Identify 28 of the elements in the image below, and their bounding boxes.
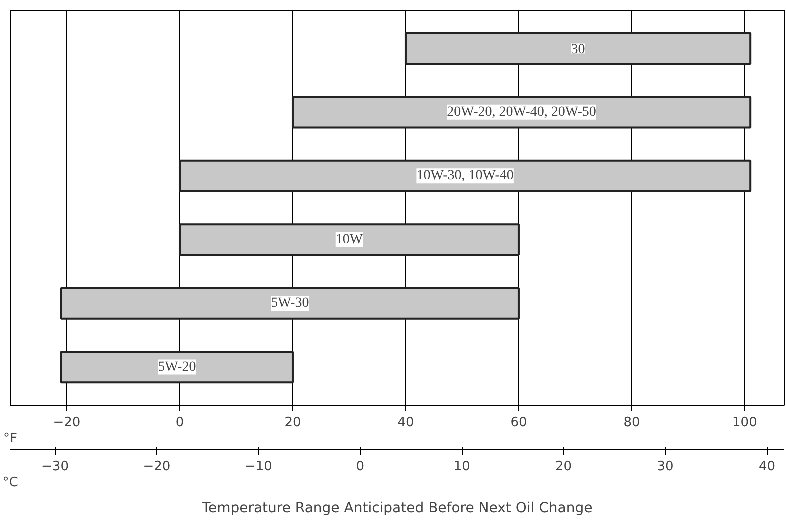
x2-tick-label: 10 — [454, 460, 470, 474]
text: Temperature Range Anticipated Before Next Oil Change — [201, 500, 593, 516]
x-tick-label: 80 — [624, 416, 640, 430]
bar — [60, 350, 294, 384]
x-tick-label: 20 — [284, 416, 302, 430]
x2-tick-label: 40 — [758, 460, 776, 474]
x2-tick-label: −10 — [244, 460, 272, 474]
x2-tick-label: −30 — [42, 460, 69, 474]
y-tick-label: 5W-30 — [271, 296, 310, 312]
y-tick-label: 5W-20 — [158, 360, 196, 375]
y-tick-label: 10W-30, 10W-40 — [416, 168, 514, 184]
x-tick-label: 0 — [176, 416, 184, 430]
bar — [404, 32, 752, 66]
x-tick-label: 40 — [398, 416, 414, 430]
x2-tick-label: 20 — [556, 460, 572, 474]
bar — [60, 287, 520, 320]
y-tick-label: 10W — [336, 232, 364, 248]
x-tick-label: −20 — [53, 416, 81, 430]
x-tick-label: 100 — [732, 416, 758, 430]
y-tick-label: 20W-20, 20W-40, 20W-50 — [447, 104, 596, 120]
x2-tick-label: −20 — [143, 460, 171, 474]
x2-tick-label: 30 — [657, 460, 674, 474]
x2-tick-label: 0 — [356, 460, 365, 474]
bar — [178, 160, 752, 192]
x2-axis-title: °C — [2, 476, 18, 490]
x-axis-title: °F — [4, 432, 18, 446]
bar — [178, 224, 520, 256]
x-tick-label: 60 — [510, 416, 528, 430]
